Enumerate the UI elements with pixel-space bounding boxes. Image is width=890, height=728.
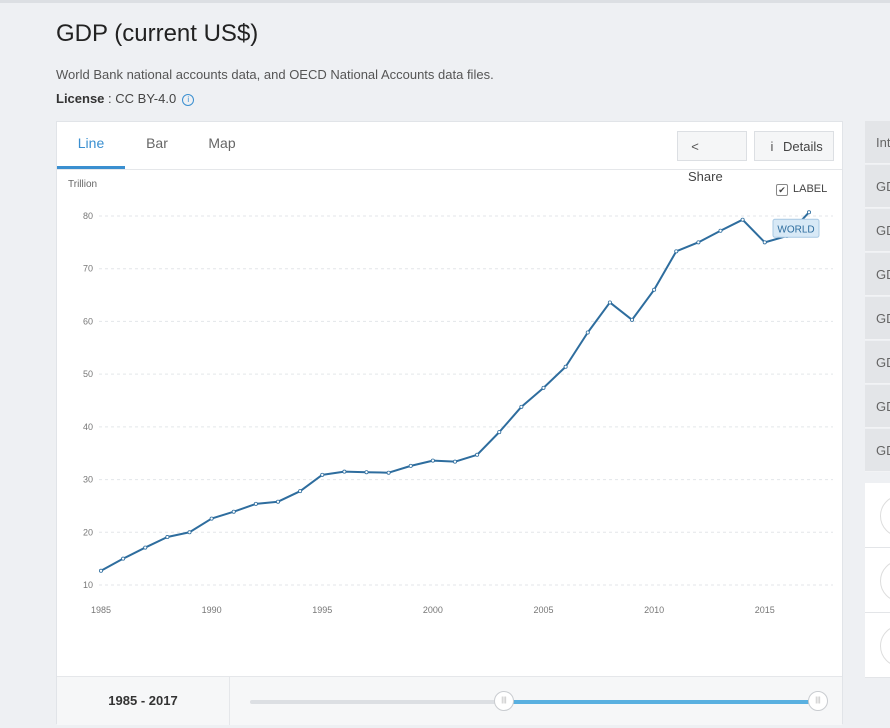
- tab-line[interactable]: Line: [57, 122, 125, 169]
- tab-map[interactable]: Map: [208, 135, 236, 151]
- data-point: [320, 472, 325, 477]
- data-point: [430, 458, 435, 463]
- series-line-world: [100, 211, 810, 572]
- range-slider-fill: [504, 700, 818, 704]
- series-label: WORLD: [777, 224, 814, 235]
- data-point: [99, 568, 104, 573]
- y-tick-label: 40: [83, 422, 93, 432]
- info-icon[interactable]: i: [182, 94, 195, 106]
- page-title: GDP (current US$): [56, 20, 259, 47]
- details-info-icon: i: [770, 139, 774, 154]
- sidebar-card[interactable]: [865, 483, 890, 548]
- data-point: [762, 240, 767, 245]
- share-label: Share: [688, 169, 723, 184]
- x-tick-label: 2005: [533, 605, 553, 615]
- label-toggle-text: LABEL: [793, 183, 828, 195]
- line-chart: Trillion 10 20 30 40 50 60 70 80 1985 1990 1995 2000…: [68, 179, 833, 615]
- data-point: [740, 217, 745, 222]
- data-point: [298, 489, 303, 494]
- card-circle-icon: [880, 560, 890, 602]
- data-point: [718, 228, 723, 233]
- sidebar-row[interactable]: GD: [865, 165, 890, 208]
- data-point: [386, 470, 391, 475]
- data-point: [585, 330, 590, 335]
- range-footer: 1985 - 2017 ||| |||: [57, 676, 842, 725]
- y-axis-label: Trillion: [68, 179, 97, 190]
- data-point: [187, 530, 192, 535]
- sidebar-row[interactable]: GD: [865, 429, 890, 472]
- data-point: [696, 240, 701, 245]
- data-point: [674, 249, 679, 254]
- source-text: World Bank national accounts data, and O…: [56, 67, 494, 82]
- y-tick-label: 80: [83, 211, 93, 221]
- y-tick-label: 70: [83, 264, 93, 274]
- data-point: [807, 210, 812, 215]
- y-tick-label: 60: [83, 316, 93, 326]
- year-range-label: 1985 - 2017: [57, 677, 230, 725]
- tab-bar-chart[interactable]: Bar: [146, 135, 168, 151]
- sidebar-card[interactable]: [865, 548, 890, 613]
- data-point: [607, 300, 612, 305]
- data-point: [209, 516, 214, 521]
- data-point: [165, 535, 170, 540]
- chart-panel: Line Bar Map < Share i Details ✔ LABEL Tril…: [56, 121, 843, 725]
- license-value: : CC BY-4.0: [104, 91, 177, 106]
- y-tick-label: 20: [83, 527, 93, 537]
- top-border: [0, 0, 890, 3]
- data-point: [541, 385, 546, 390]
- data-point: [231, 509, 236, 514]
- tab-bar: Line Bar Map < Share i Details: [57, 122, 842, 184]
- data-point: [519, 404, 524, 409]
- chart-area: ✔ LABEL Trillion 10 20 30 40 50 60 70 80 1985 1990 1…: [57, 170, 842, 675]
- data-point: [275, 499, 280, 504]
- data-point: [497, 430, 502, 435]
- range-start-handle[interactable]: |||: [494, 691, 514, 711]
- data-point: [475, 452, 480, 457]
- data-point: [652, 287, 657, 292]
- x-tick-label: 2010: [644, 605, 664, 615]
- sidebar-card[interactable]: [865, 613, 890, 678]
- range-end-handle[interactable]: |||: [808, 691, 828, 711]
- share-button[interactable]: < Share: [677, 131, 747, 184]
- x-tick-label: 1995: [312, 605, 332, 615]
- y-tick-label: 10: [83, 580, 93, 590]
- sidebar-row[interactable]: GD: [865, 253, 890, 296]
- data-point: [253, 501, 258, 506]
- y-tick-label: 50: [83, 369, 93, 379]
- license-line: License : CC BY-4.0 i: [56, 91, 195, 106]
- sidebar-row[interactable]: GD: [865, 297, 890, 340]
- card-circle-icon: [880, 495, 890, 537]
- card-circle-icon: [880, 625, 890, 667]
- x-tick-label: 1985: [91, 605, 111, 615]
- data-point: [408, 463, 413, 468]
- data-point: [143, 545, 148, 550]
- data-point: [364, 470, 369, 475]
- sidebar-row[interactable]: Int: [865, 121, 890, 164]
- data-point: [630, 317, 635, 322]
- x-tick-label: 2015: [755, 605, 775, 615]
- details-button[interactable]: i Details: [754, 131, 834, 161]
- details-label: Details: [783, 139, 823, 154]
- share-icon: <: [691, 139, 699, 154]
- range-slider-track[interactable]: ||| |||: [250, 691, 828, 711]
- sidebar-row[interactable]: GD: [865, 341, 890, 384]
- label-toggle[interactable]: ✔ LABEL: [776, 183, 827, 196]
- x-tick-label: 2000: [423, 605, 443, 615]
- license-label: License: [56, 91, 105, 106]
- label-checkbox[interactable]: ✔: [776, 184, 788, 196]
- sidebar-row[interactable]: GD: [865, 385, 890, 428]
- x-tick-label: 1990: [202, 605, 222, 615]
- data-point: [452, 459, 457, 464]
- data-point: [342, 469, 347, 474]
- data-point: [121, 556, 126, 561]
- sidebar-row[interactable]: GD: [865, 209, 890, 252]
- data-point: [563, 364, 568, 369]
- series-label-box: [772, 218, 820, 238]
- y-tick-label: 30: [83, 475, 93, 485]
